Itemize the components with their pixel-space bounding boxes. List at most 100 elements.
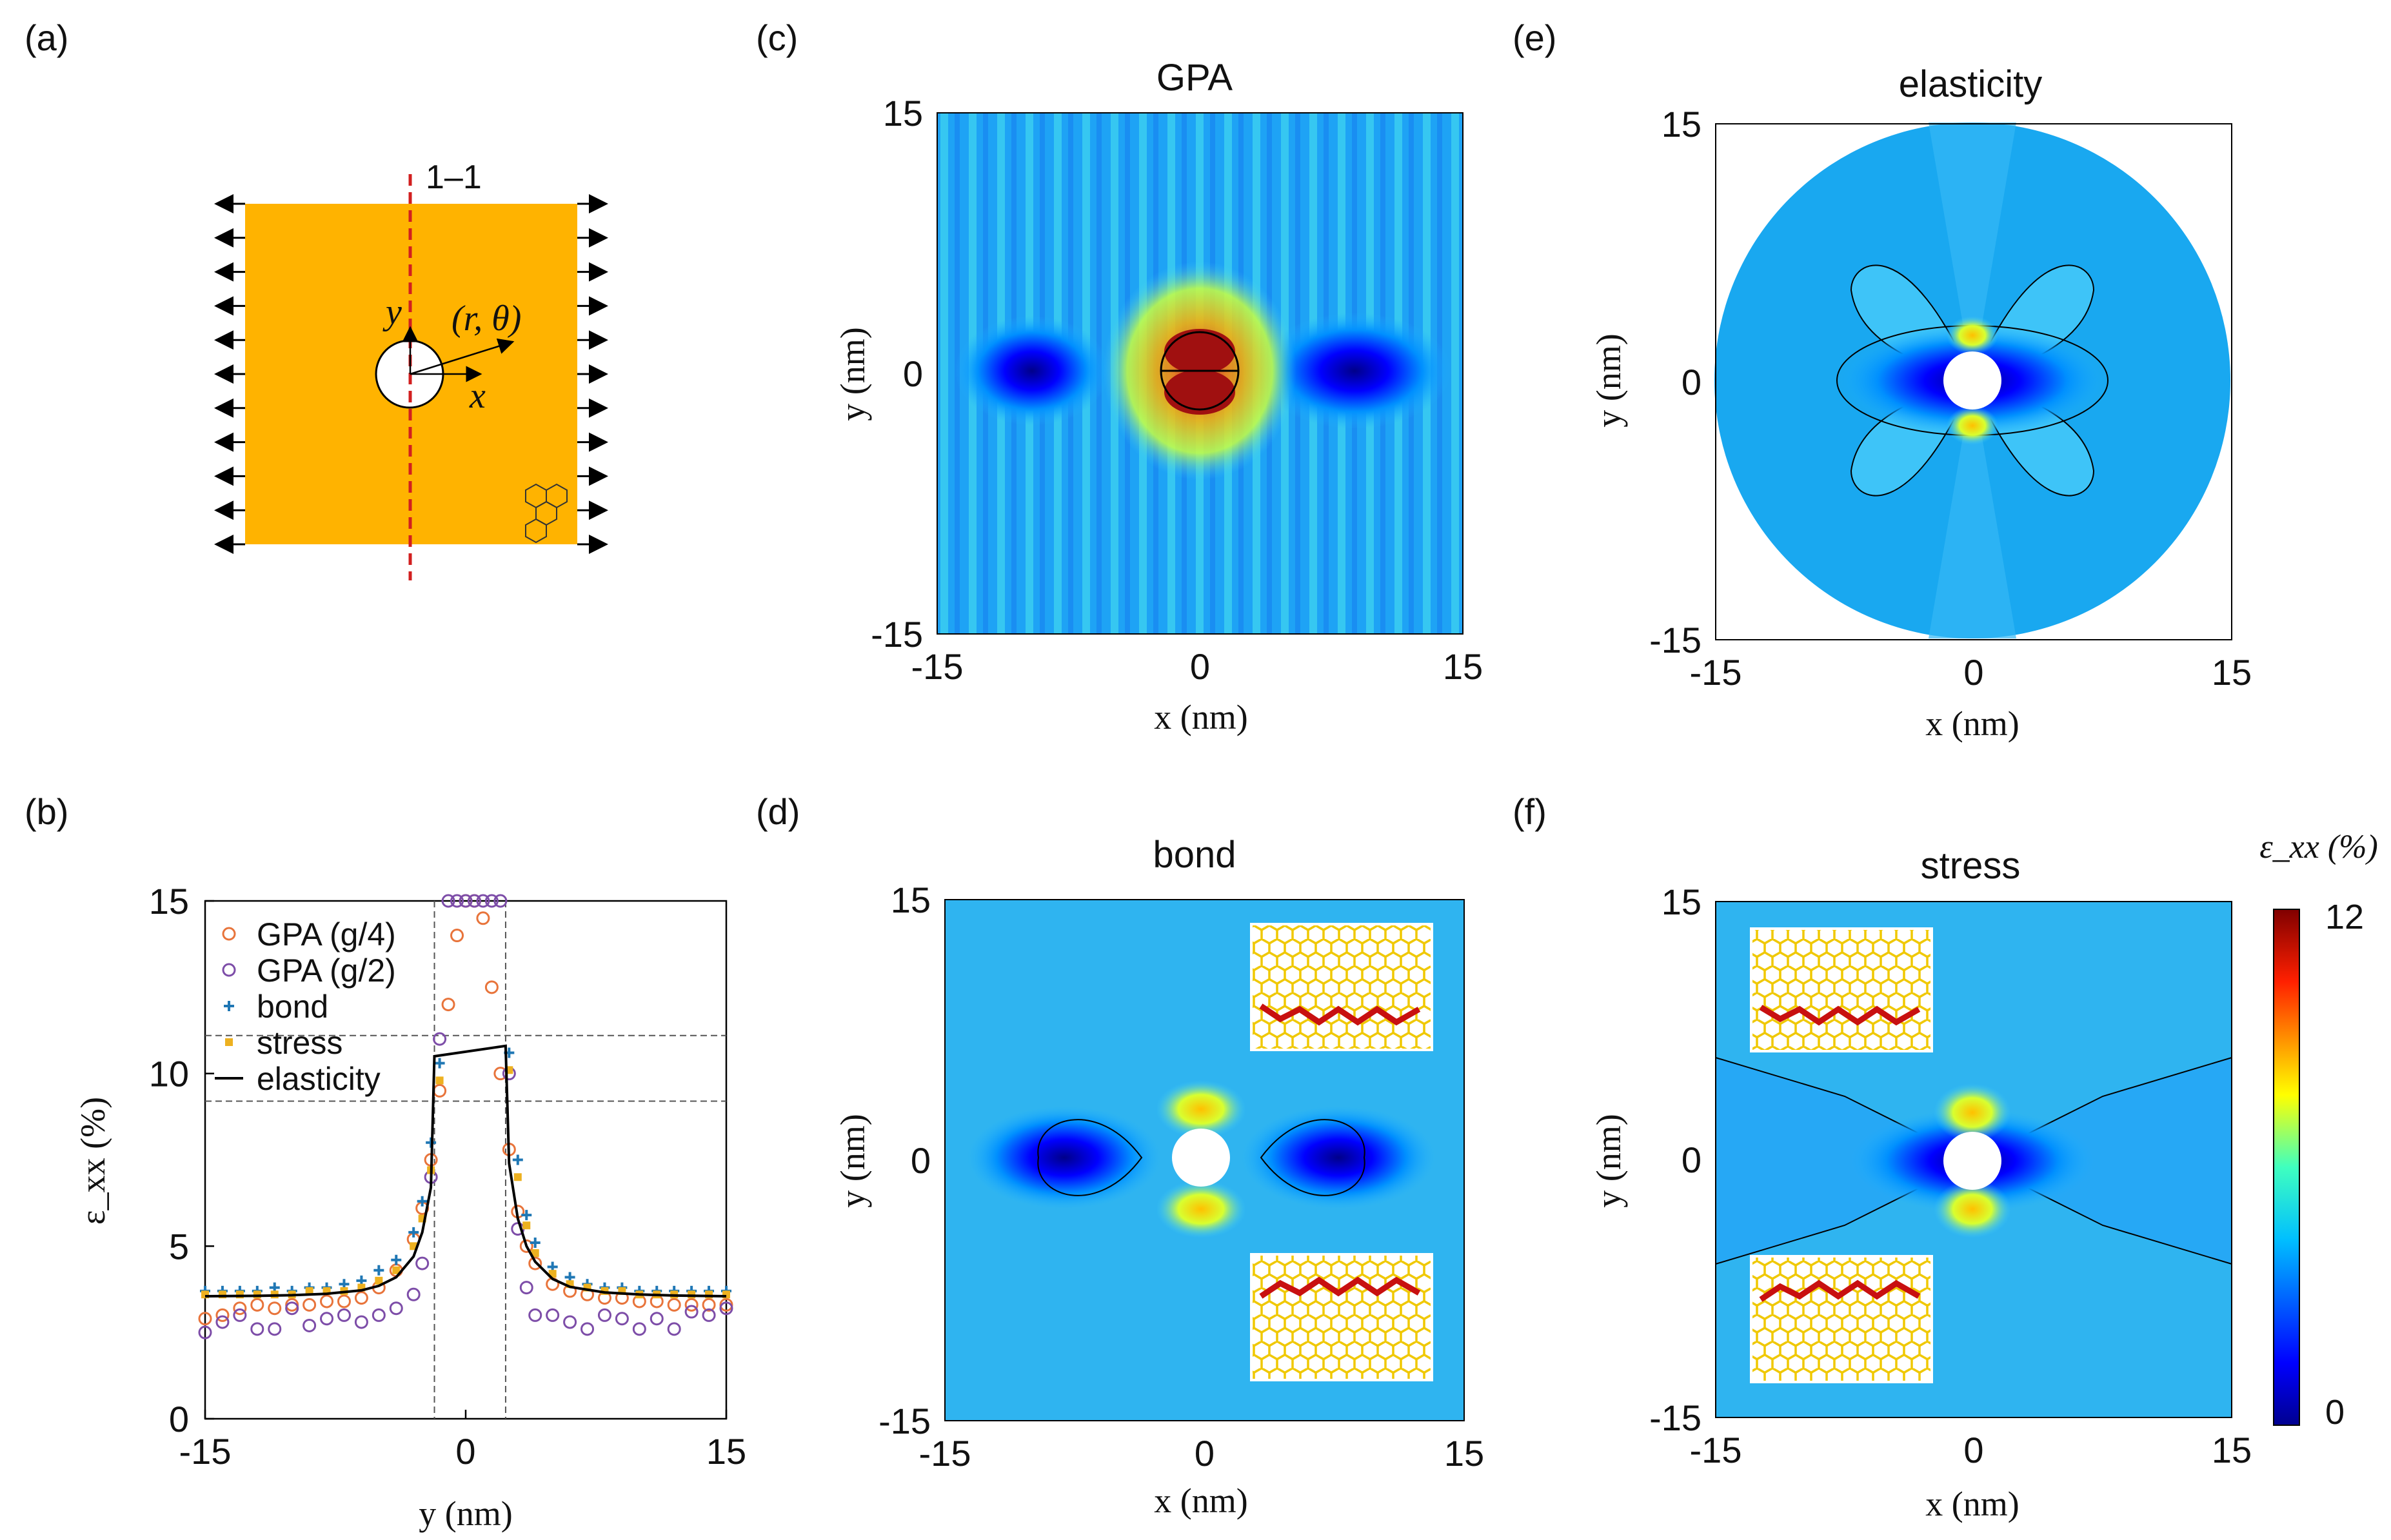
colorbar-min-label: 0 <box>2325 1393 2345 1432</box>
series-gpa-g-4--point <box>233 1301 247 1316</box>
series-gpa-g-2--point <box>441 894 455 908</box>
series-gpa-g-2--point <box>450 894 464 908</box>
colorbar <box>2273 909 2300 1426</box>
series-bond-point <box>408 1227 419 1238</box>
series-gpa-g-2--point <box>354 1315 368 1329</box>
legend-marker <box>222 927 236 941</box>
series-gpa-g-2--point <box>667 1322 681 1336</box>
series-bond-point <box>417 1196 428 1207</box>
series-gpa-g-4--point <box>320 1294 334 1308</box>
series-gpa-g-2--point <box>389 1301 403 1316</box>
y-tick-label: 15 <box>1662 104 1701 144</box>
axis-ticks-d: -15-15 0 0 15 15 <box>878 880 1484 1474</box>
bond-map <box>945 900 1464 1421</box>
series-gpa-g-2--point <box>215 1315 230 1329</box>
x-tick-label: 0 <box>1963 652 1983 693</box>
y-tick-label: -15 <box>1649 620 1701 660</box>
x-tick-label: 15 <box>706 1431 746 1472</box>
series-gpa-g-2--point <box>519 1281 533 1295</box>
legend-label: GPA (g/2) <box>257 953 396 989</box>
x-tick-label: 0 <box>455 1431 475 1472</box>
series-gpa-g-2--point <box>528 1308 542 1322</box>
hexagon-icon <box>525 483 568 544</box>
legend-marker <box>222 963 236 977</box>
d-y-axis-label: y (nm) <box>833 1114 872 1207</box>
gpa-map <box>937 113 1463 634</box>
y-tick-label: 0 <box>1682 362 1701 402</box>
y-tick-label: 0 <box>169 1399 189 1439</box>
f-x-axis-label: x (nm) <box>1925 1485 2019 1523</box>
series-stress-point <box>305 1287 313 1295</box>
x-tick-label: -15 <box>179 1431 232 1472</box>
plot-c-frame <box>937 112 1463 635</box>
section-label: 1–1 <box>426 159 482 196</box>
series-gpa-g-2--point <box>233 1308 247 1322</box>
y-tick-label: 15 <box>1662 882 1701 922</box>
c-y-axis-label: y (nm) <box>833 327 872 420</box>
series-gpa-g-2--point <box>563 1315 577 1329</box>
x-tick-label: 0 <box>1963 1430 1983 1470</box>
panel-a: (a) x y (r, θ) 1–1 <box>25 17 608 580</box>
series-gpa-g-4--point <box>528 1256 542 1270</box>
b-x-axis-label: y (nm) <box>419 1494 512 1533</box>
series-bond-point <box>530 1237 541 1248</box>
panel-c-title: GPA <box>1156 57 1233 99</box>
guide-lines <box>205 901 726 1419</box>
panel-e-title: elasticity <box>1899 63 2042 105</box>
series-gpa-g-4--point <box>303 1298 317 1312</box>
series-gpa-g-2--point <box>476 894 490 908</box>
series-gpa-g-4--point <box>337 1294 351 1308</box>
series-gpa-g-4--point <box>476 911 490 925</box>
panel-a-label: (a) <box>25 17 68 58</box>
y-tick-label: 10 <box>149 1054 189 1094</box>
series-stress-point <box>531 1249 539 1258</box>
axis-ticks-f: -15-15 0 0 15 15 <box>1649 882 2252 1470</box>
y-tick-label: 0 <box>911 1140 931 1181</box>
series-gpa-g-2--point <box>546 1308 560 1322</box>
panel-d-label: (d) <box>756 791 800 832</box>
panel-f-label: (f) <box>1513 791 1547 832</box>
series-stress-point <box>392 1266 401 1274</box>
y-tick-label: -15 <box>871 614 923 655</box>
series-gpa-g-4--point <box>441 998 455 1012</box>
x-tick-label: 15 <box>1444 1433 1484 1474</box>
colorbar-label: ε_xx (%) <box>2259 829 2378 865</box>
y-tick-label: 15 <box>149 881 189 922</box>
y-tick-label: 0 <box>1682 1140 1701 1180</box>
y-tick-label: 15 <box>891 880 931 920</box>
x-tick-label: 0 <box>1190 646 1210 687</box>
series-gpa-g-2--point <box>719 1301 733 1316</box>
series-gpa-g-2--point <box>198 1325 212 1339</box>
series-gpa-g-4--point <box>519 1239 533 1253</box>
series-stress-point <box>375 1276 383 1285</box>
plot-f-frame <box>1715 901 2232 1418</box>
plot-d-frame <box>944 899 1465 1421</box>
series-gpa-g-4--point <box>484 980 499 994</box>
panel-e-label: (e) <box>1513 17 1556 58</box>
series-stress-point <box>253 1290 261 1299</box>
series-gpa-g-2--point <box>493 894 508 908</box>
series-gpa-g-4--point <box>268 1301 282 1316</box>
data-series <box>198 894 733 1339</box>
legend-label: stress <box>257 1025 342 1061</box>
y-tick-label: 0 <box>903 353 923 394</box>
panel-f-title: stress <box>1921 845 2021 887</box>
series-gpa-g-2--point <box>433 1032 447 1046</box>
series-gpa-g-2--point <box>467 894 481 908</box>
series-gpa-g-4--point <box>250 1298 264 1312</box>
legend-marker <box>225 1038 233 1046</box>
series-gpa-g-2--point <box>250 1322 264 1336</box>
series-elasticity-line <box>204 1044 727 1298</box>
panel-c-label: (c) <box>756 17 798 58</box>
series-gpa-g-2--point <box>285 1301 299 1316</box>
series-gpa-g-2--point <box>337 1308 351 1322</box>
series-bond-point <box>512 1154 523 1165</box>
series-gpa-g-2--point <box>415 1256 430 1270</box>
tension-arrows <box>214 194 608 554</box>
stress-map <box>1715 902 2232 1417</box>
series-gpa-g-2--point <box>320 1312 334 1326</box>
x-tick-label: -15 <box>919 1433 971 1474</box>
f-y-axis-label: y (nm) <box>1589 1114 1628 1207</box>
legend-label: elasticity <box>257 1061 381 1097</box>
